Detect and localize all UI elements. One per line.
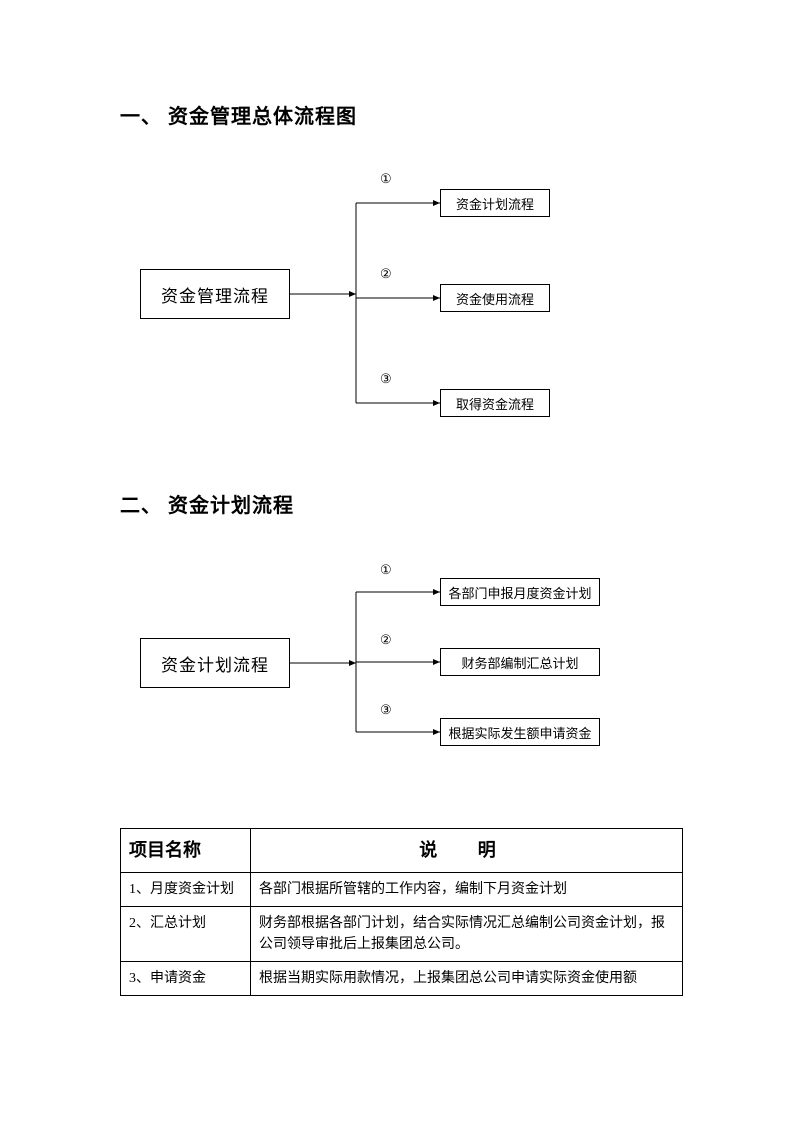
table-row: 1、月度资金计划 各部门根据所管辖的工作内容，编制下月资金计划 — [121, 873, 683, 907]
flow1-child-1: 资金计划流程 — [440, 189, 550, 217]
flow1-num-1: ① — [380, 171, 392, 187]
table-header-col2: 说 明 — [251, 829, 683, 873]
table-cell: 根据当期实际用款情况，上报集团总公司申请实际资金使用额 — [251, 962, 683, 996]
table-header-col1: 项目名称 — [121, 829, 251, 873]
table-cell: 财务部根据各部门计划，结合实际情况汇总编制公司资金计划，报公司领导审批后上报集团… — [251, 907, 683, 962]
flow2-child-3: 根据实际发生额申请资金 — [440, 718, 600, 746]
node-root-1-label: 资金管理流程 — [161, 282, 269, 307]
node-root-2-label: 资金计划流程 — [161, 651, 269, 676]
table-row: 2、汇总计划 财务部根据各部门计划，结合实际情况汇总编制公司资金计划，报公司领导… — [121, 907, 683, 962]
table-row: 3、申请资金 根据当期实际用款情况，上报集团总公司申请实际资金使用额 — [121, 962, 683, 996]
flow2-num-1: ① — [380, 562, 392, 578]
table-cell: 1、月度资金计划 — [121, 873, 251, 907]
flow1-num-2: ② — [380, 266, 392, 282]
flow1-child-2-label: 资金使用流程 — [456, 289, 534, 308]
flow2-num-2: ② — [380, 632, 392, 648]
section2-heading: 二、 资金计划流程 — [120, 489, 683, 518]
flow2-child-1: 各部门申报月度资金计划 — [440, 578, 600, 606]
flow1-child-3-label: 取得资金流程 — [456, 394, 534, 413]
section1-heading: 一、 资金管理总体流程图 — [120, 100, 683, 129]
flow2-child-3-label: 根据实际发生额申请资金 — [448, 723, 591, 742]
flow1-num-3: ③ — [380, 371, 392, 387]
flow2-child-2: 财务部编制汇总计划 — [440, 648, 600, 676]
flowchart-2: 资金计划流程 ① 各部门申报月度资金计划 ② 财务部编制汇总计划 ③ 根据实际发… — [140, 568, 683, 778]
flow2-num-3: ③ — [380, 702, 392, 718]
flow1-child-1-label: 资金计划流程 — [456, 194, 534, 213]
node-root-2: 资金计划流程 — [140, 638, 290, 688]
flow2-child-1-label: 各部门申报月度资金计划 — [448, 583, 591, 602]
table-cell: 各部门根据所管辖的工作内容，编制下月资金计划 — [251, 873, 683, 907]
node-root-1: 资金管理流程 — [140, 269, 290, 319]
table-cell: 2、汇总计划 — [121, 907, 251, 962]
table-header-row: 项目名称 说 明 — [121, 829, 683, 873]
flow1-child-3: 取得资金流程 — [440, 389, 550, 417]
description-table: 项目名称 说 明 1、月度资金计划 各部门根据所管辖的工作内容，编制下月资金计划… — [120, 828, 683, 996]
table-cell: 3、申请资金 — [121, 962, 251, 996]
flow2-child-2-label: 财务部编制汇总计划 — [461, 653, 578, 672]
flow1-child-2: 资金使用流程 — [440, 284, 550, 312]
flowchart-1: 资金管理流程 ① 资金计划流程 ② 资金使用流程 ③ 取得资金流程 — [140, 169, 683, 429]
